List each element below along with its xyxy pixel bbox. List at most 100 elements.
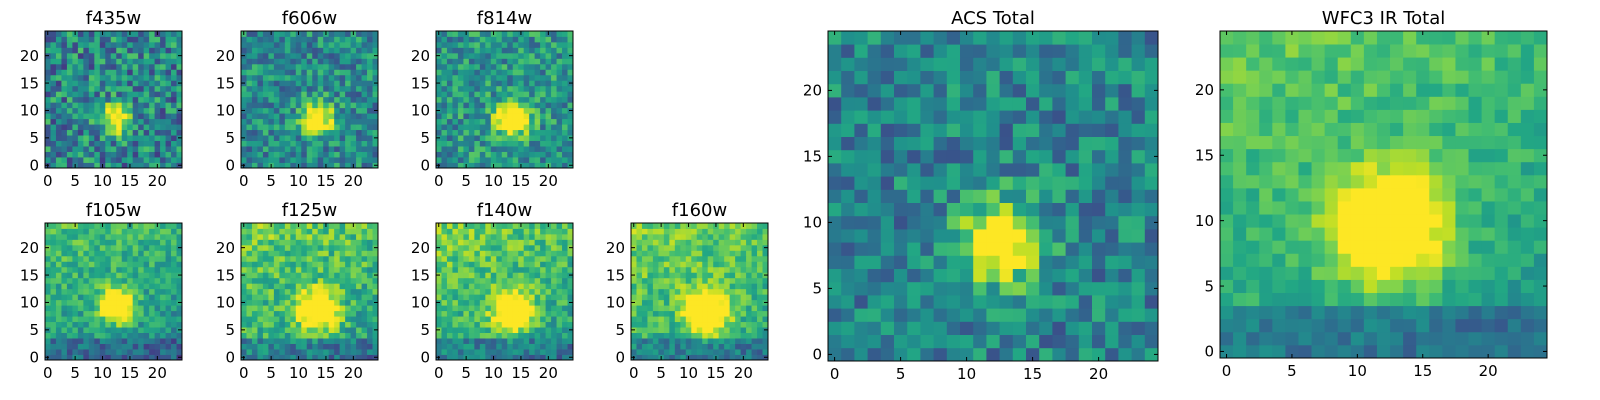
heatmap-cell bbox=[567, 239, 574, 246]
heatmap-cell bbox=[696, 343, 703, 350]
heatmap-cell bbox=[105, 255, 112, 262]
heatmap-cell bbox=[132, 332, 139, 339]
heatmap-cell bbox=[973, 242, 987, 256]
heatmap-cell bbox=[99, 36, 106, 43]
heatmap-cell bbox=[658, 294, 665, 301]
heatmap-cell bbox=[567, 74, 574, 81]
heatmap-cell bbox=[241, 102, 247, 109]
heatmap-cell bbox=[88, 74, 95, 81]
heatmap-cell bbox=[523, 338, 530, 344]
heatmap-cell bbox=[165, 146, 172, 152]
heatmap-cell bbox=[246, 135, 253, 141]
heatmap-cell bbox=[545, 288, 552, 295]
heatmap-cell bbox=[176, 58, 183, 65]
heatmap-cell bbox=[669, 354, 676, 361]
heatmap-cell bbox=[441, 36, 448, 43]
heatmap-cell bbox=[641, 294, 648, 301]
heatmap-cell bbox=[1118, 176, 1132, 190]
heatmap-cell bbox=[361, 316, 368, 323]
heatmap-cell bbox=[518, 41, 525, 48]
heatmap-cell bbox=[523, 146, 530, 152]
heatmap-cell bbox=[306, 91, 313, 98]
heatmap-cell bbox=[556, 69, 563, 76]
heatmap-cell bbox=[88, 272, 95, 279]
heatmap-cell bbox=[350, 96, 357, 103]
heatmap-cell bbox=[562, 31, 568, 37]
heatmap-cell bbox=[523, 223, 530, 229]
heatmap-cell bbox=[828, 308, 842, 322]
heatmap-cell bbox=[339, 343, 346, 350]
heatmap-cell bbox=[534, 124, 541, 131]
heatmap-cell bbox=[894, 202, 908, 217]
heatmap-cell bbox=[718, 354, 725, 361]
heatmap-cell bbox=[485, 349, 492, 355]
heatmap-cell bbox=[496, 299, 503, 306]
heatmap-cell bbox=[436, 118, 442, 125]
heatmap-cell bbox=[350, 349, 357, 355]
heatmap-cell bbox=[262, 354, 269, 361]
heatmap-cell bbox=[631, 338, 637, 344]
heatmap-cell bbox=[241, 233, 247, 240]
heatmap-cell bbox=[551, 261, 557, 268]
heatmap-cell bbox=[312, 255, 319, 262]
heatmap-cell bbox=[301, 135, 308, 141]
heatmap-cell bbox=[171, 58, 177, 65]
heatmap-cell bbox=[452, 140, 459, 147]
heatmap-cell bbox=[160, 343, 166, 350]
heatmap-cell bbox=[160, 316, 166, 323]
heatmap-cell bbox=[685, 261, 692, 268]
heatmap-cell bbox=[1131, 202, 1146, 217]
heatmap-cell bbox=[350, 52, 357, 59]
heatmap-cell bbox=[50, 129, 57, 136]
heatmap-cell bbox=[551, 135, 557, 141]
heatmap-cell bbox=[45, 239, 51, 246]
heatmap-cell bbox=[534, 261, 541, 268]
heatmap-cell bbox=[176, 85, 183, 92]
heatmap-cell bbox=[436, 124, 442, 131]
heatmap-cell bbox=[501, 277, 508, 284]
heatmap-cell bbox=[50, 113, 57, 120]
heatmap-cell bbox=[1065, 347, 1080, 362]
heatmap-cell bbox=[83, 162, 90, 169]
heatmap-cell bbox=[127, 305, 134, 312]
heatmap-cell bbox=[367, 36, 373, 43]
heatmap-cell bbox=[372, 294, 379, 301]
heatmap-cell bbox=[562, 47, 568, 54]
heatmap-cell bbox=[1052, 176, 1066, 190]
heatmap-cell bbox=[345, 157, 351, 163]
heatmap-cell bbox=[154, 316, 161, 323]
heatmap-cell bbox=[507, 102, 514, 109]
heatmap-cell bbox=[946, 242, 961, 256]
heatmap-cell bbox=[154, 266, 161, 273]
heatmap-cell bbox=[132, 233, 139, 240]
heatmap-cell bbox=[61, 338, 68, 344]
heatmap-cell bbox=[372, 310, 379, 317]
heatmap-cell bbox=[317, 283, 324, 290]
heatmap-cell bbox=[529, 124, 536, 131]
heatmap-cell bbox=[1131, 321, 1146, 335]
heatmap-cell bbox=[328, 140, 335, 147]
heatmap-cell bbox=[534, 343, 541, 350]
heatmap-cell bbox=[127, 146, 134, 152]
heatmap-cell bbox=[512, 294, 519, 301]
heatmap-cell bbox=[479, 316, 486, 323]
heatmap-cell bbox=[479, 91, 486, 98]
heatmap-cell bbox=[540, 151, 546, 158]
heatmap-cell bbox=[828, 163, 842, 177]
heatmap-cell bbox=[361, 332, 368, 339]
heatmap-cell bbox=[674, 310, 681, 317]
heatmap-cell bbox=[567, 36, 574, 43]
heatmap-cell bbox=[339, 228, 346, 235]
heatmap-cell bbox=[339, 277, 346, 284]
heatmap-cell bbox=[345, 223, 351, 229]
heatmap-cell bbox=[372, 140, 379, 147]
heatmap-cell bbox=[121, 288, 128, 295]
heatmap-cell bbox=[1065, 334, 1080, 349]
heatmap-cell bbox=[674, 316, 681, 323]
heatmap-cell bbox=[350, 283, 357, 290]
heatmap-cell bbox=[121, 310, 128, 317]
heatmap-cell bbox=[121, 272, 128, 279]
heatmap-cell bbox=[356, 124, 362, 131]
heatmap-cell bbox=[367, 332, 373, 339]
heatmap-cell bbox=[556, 283, 563, 290]
